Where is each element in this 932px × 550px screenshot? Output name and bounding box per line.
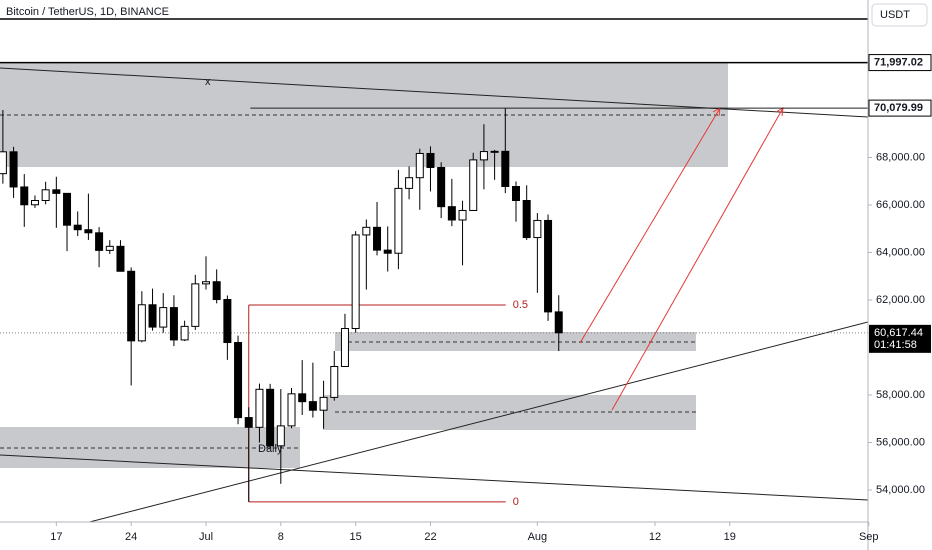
- trend-line: [87, 321, 868, 522]
- trend-line: [0, 454, 868, 501]
- y-tick-label: 66,000.00: [876, 199, 925, 211]
- x-tick-label: 8: [278, 531, 284, 543]
- candle-body: [362, 226, 371, 236]
- candle-body: [148, 304, 157, 328]
- candle-body: [212, 281, 221, 301]
- currency[interactable]: USDT: [880, 9, 910, 21]
- zone: [335, 332, 696, 351]
- candle-body: [373, 226, 382, 251]
- y-tick-label: 56,000.00: [876, 436, 925, 448]
- candle-body: [116, 245, 125, 272]
- arrow: [579, 107, 721, 344]
- x-tick-label: 19: [724, 531, 736, 543]
- price-label-box: [868, 54, 932, 72]
- candle-body: [511, 185, 520, 201]
- candle-body: [394, 187, 403, 254]
- candle-body: [9, 151, 18, 188]
- last-price-box: [869, 324, 931, 353]
- candle-body: [554, 311, 563, 334]
- y-tick-label: 64,000.00: [876, 246, 925, 258]
- candle-body: [490, 150, 499, 153]
- fib-label: 0.5: [513, 299, 528, 311]
- candle-body: [20, 186, 29, 206]
- x-tick-label: 24: [125, 531, 137, 543]
- candle-body: [169, 307, 178, 341]
- candle-body: [351, 234, 360, 330]
- y-tick-label: 62,000.00: [876, 294, 925, 306]
- candle-body: [298, 393, 307, 403]
- price-label: 70,079.99: [874, 102, 923, 114]
- marks: 0.50: [0, 61, 868, 508]
- candle-body: [340, 328, 349, 368]
- candle-body: [447, 206, 456, 221]
- candle-body: [458, 209, 467, 221]
- candle-body: [52, 189, 61, 194]
- candle-body: [137, 304, 146, 342]
- candle-body: [0, 151, 7, 175]
- y-tick-label: 68,000.00: [876, 151, 925, 163]
- candle-body: [266, 388, 275, 447]
- price-label-box: [868, 99, 932, 117]
- candle-body: [223, 299, 232, 344]
- candle-body: [330, 366, 339, 398]
- x-tick-label: Sep: [859, 531, 879, 543]
- candle-body: [479, 151, 488, 161]
- last-price: 60,617.44: [874, 327, 923, 339]
- candle-body: [127, 270, 136, 342]
- candle-body: [308, 401, 317, 411]
- candle-body: [405, 177, 414, 189]
- candle-body: [73, 224, 82, 231]
- x-tick-label: 22: [424, 531, 436, 543]
- candle-body: [105, 245, 114, 251]
- candle-body: [383, 249, 392, 254]
- arrow: [611, 107, 784, 411]
- x-tick-label: Aug: [528, 531, 548, 543]
- candle-body: [533, 219, 542, 239]
- currency-button[interactable]: [871, 3, 928, 27]
- candle-body: [287, 393, 296, 427]
- countdown: 01:41:58: [874, 339, 917, 351]
- candle-body: [234, 342, 243, 419]
- x-tick-label: Jul: [199, 531, 213, 543]
- candle-body: [415, 152, 424, 179]
- y-tick-label: 58,000.00: [876, 389, 925, 401]
- trend-line: [0, 67, 868, 118]
- candle-body: [84, 229, 93, 234]
- candle-body: [180, 325, 189, 341]
- x-tick-label: 17: [50, 531, 62, 543]
- candle-body: [95, 232, 104, 251]
- annotation: x: [205, 76, 211, 88]
- price-axis: [868, 0, 932, 550]
- candle-body: [426, 152, 435, 168]
- x-tick-label: 15: [350, 531, 362, 543]
- x-tick-label: 12: [649, 531, 661, 543]
- candle-body: [319, 396, 328, 411]
- candle-body: [63, 192, 72, 226]
- candle-body: [255, 388, 264, 428]
- chart-title: Bitcoin / TetherUS, 1D, BINANCE: [6, 6, 169, 18]
- candle-body: [201, 281, 210, 285]
- y-tick-label: 54,000.00: [876, 484, 925, 496]
- fib-label: 0: [513, 496, 519, 508]
- price-label: 71,997.02: [874, 56, 923, 68]
- candle-body: [501, 150, 510, 187]
- candle-body: [437, 166, 446, 208]
- axes: 54,000.00 56,000.00 58,000.00 62,000.00 64,0…: [50, 54, 932, 543]
- candle-body: [191, 283, 200, 327]
- candle-body: [522, 199, 531, 239]
- candle-body: [244, 417, 253, 428]
- candle-body: [469, 159, 478, 211]
- drawings: [0, 18, 868, 522]
- candle-body: [544, 219, 553, 313]
- candle-body: [276, 425, 285, 447]
- candle-body: [41, 189, 50, 201]
- annotation: Daily: [258, 443, 283, 455]
- candle-body: [159, 307, 168, 328]
- candle-body: [30, 199, 39, 206]
